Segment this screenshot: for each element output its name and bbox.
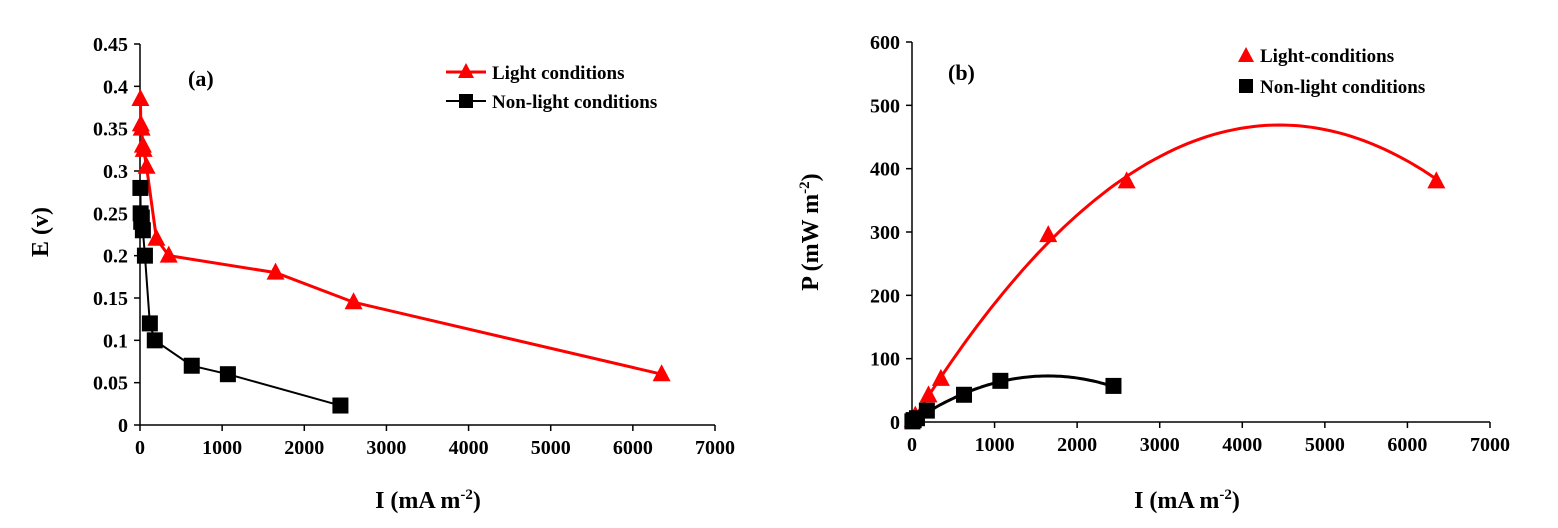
legend-b: Light-conditions Non-light conditions bbox=[1238, 46, 1425, 98]
legend-b-light-label: Light-conditions bbox=[1260, 46, 1394, 67]
panel-b-series-dark-trendline bbox=[911, 374, 1114, 424]
panel-a-series-light-point bbox=[134, 139, 153, 157]
panel-a-series-dark-point bbox=[132, 179, 149, 196]
legend-a-light-label: Light conditions bbox=[492, 63, 625, 84]
legend-b-dark-marker bbox=[1239, 79, 1253, 93]
y-tick-label: 0.4 bbox=[103, 76, 128, 98]
x-tick-label: 1000 bbox=[975, 434, 1015, 456]
panel-a-series-light-point bbox=[159, 245, 178, 263]
panel-a-series-light-point bbox=[266, 262, 285, 280]
panel-b-series-light-point bbox=[1427, 171, 1446, 189]
panel-b-series-dark-point bbox=[956, 386, 973, 403]
y-tick-label: 0.1 bbox=[103, 330, 128, 352]
panel-b-series-light-point bbox=[919, 385, 938, 403]
legend-b-dark-label: Non-light conditions bbox=[1260, 77, 1425, 98]
x-tick-label: 3000 bbox=[366, 437, 406, 459]
panel-a-series-light-point bbox=[147, 228, 166, 246]
panel-b-y-axis-title: P (mW m-2) bbox=[797, 173, 824, 290]
y-tick-label: 0.2 bbox=[103, 246, 128, 268]
y-tick-label: 300 bbox=[870, 222, 900, 244]
panel-a-series-dark-point bbox=[219, 366, 236, 383]
x-tick-label: 0 bbox=[907, 434, 917, 456]
x-tick-label: 7000 bbox=[695, 437, 735, 459]
y-tick-label: 500 bbox=[870, 95, 900, 117]
panel-a-series-dark-point bbox=[146, 332, 163, 349]
x-tick-label: 5000 bbox=[531, 437, 571, 459]
panel-a-series-dark-point bbox=[136, 247, 153, 264]
panel-a-series-dark-point bbox=[332, 397, 349, 414]
x-tick-label: 1000 bbox=[202, 437, 242, 459]
legend-b-light-marker bbox=[1238, 47, 1254, 62]
x-tick-label: 5000 bbox=[1305, 434, 1345, 456]
panel-a: (a) Light conditions Non-light condition… bbox=[28, 34, 735, 514]
panel-b-series-light-point bbox=[931, 368, 950, 386]
panel-a-series-light-point bbox=[344, 292, 363, 310]
x-tick-label: 3000 bbox=[1140, 434, 1180, 456]
x-tick-label: 6000 bbox=[1387, 434, 1427, 456]
panel-a-series-light-line bbox=[138, 99, 662, 376]
y-tick-label: 0 bbox=[890, 412, 900, 434]
panel-b-label: (b) bbox=[948, 60, 975, 85]
panel-b: (b) Light-conditions Non-light condition… bbox=[797, 32, 1510, 514]
y-tick-label: 200 bbox=[870, 285, 900, 307]
y-tick-label: 400 bbox=[870, 159, 900, 181]
y-tick-label: 0.3 bbox=[103, 161, 128, 183]
legend-a-light-marker bbox=[458, 63, 474, 78]
panel-b-series-light-trendline bbox=[910, 123, 1438, 423]
y-tick-label: 0.25 bbox=[93, 203, 128, 225]
panel-a-series-light-point bbox=[137, 156, 156, 174]
panel-a-series-light-point bbox=[132, 118, 151, 136]
panel-a-y-axis-title: E (v) bbox=[28, 207, 54, 257]
y-tick-label: 0.05 bbox=[93, 373, 128, 395]
legend-a-dark-label: Non-light conditions bbox=[492, 92, 657, 113]
panel-a-series-dark-point bbox=[141, 315, 158, 332]
x-tick-label: 6000 bbox=[613, 437, 653, 459]
panel-a-x-axis-title: I (mA m-2) bbox=[375, 487, 481, 514]
panel-a-series-light-point bbox=[131, 89, 150, 107]
x-tick-label: 7000 bbox=[1470, 434, 1510, 456]
legend-a-dark-marker bbox=[459, 94, 473, 108]
panel-b-series-dark-point bbox=[992, 372, 1009, 389]
panel-a-series-light-point bbox=[652, 364, 671, 382]
x-tick-label: 2000 bbox=[284, 437, 324, 459]
x-tick-label: 0 bbox=[135, 437, 145, 459]
y-tick-label: 0.45 bbox=[93, 34, 128, 56]
x-tick-label: 2000 bbox=[1057, 434, 1097, 456]
panel-a-series-dark-line bbox=[139, 187, 341, 407]
panel-b-x-axis-title: I (mA m-2) bbox=[1134, 487, 1240, 514]
y-tick-label: 0 bbox=[118, 415, 128, 437]
panel-b-series-dark-point bbox=[918, 402, 935, 419]
panel-b-series-light-point bbox=[1117, 171, 1136, 189]
panel-b-series-dark-point bbox=[1105, 377, 1122, 394]
x-tick-label: 4000 bbox=[1222, 434, 1262, 456]
panel-a-series-dark-point bbox=[134, 222, 151, 239]
y-tick-label: 600 bbox=[870, 32, 900, 54]
panel-a-label: (a) bbox=[188, 66, 214, 91]
panel-a-series-dark-point bbox=[183, 357, 200, 374]
panel-b-series-light-point bbox=[1039, 225, 1058, 243]
y-tick-label: 0.35 bbox=[93, 119, 128, 141]
panel-a-series-dark-point bbox=[133, 209, 150, 226]
y-tick-label: 0.15 bbox=[93, 288, 128, 310]
y-tick-label: 100 bbox=[870, 349, 900, 371]
x-tick-label: 4000 bbox=[449, 437, 489, 459]
legend-a: Light conditions Non-light conditions bbox=[446, 63, 657, 113]
